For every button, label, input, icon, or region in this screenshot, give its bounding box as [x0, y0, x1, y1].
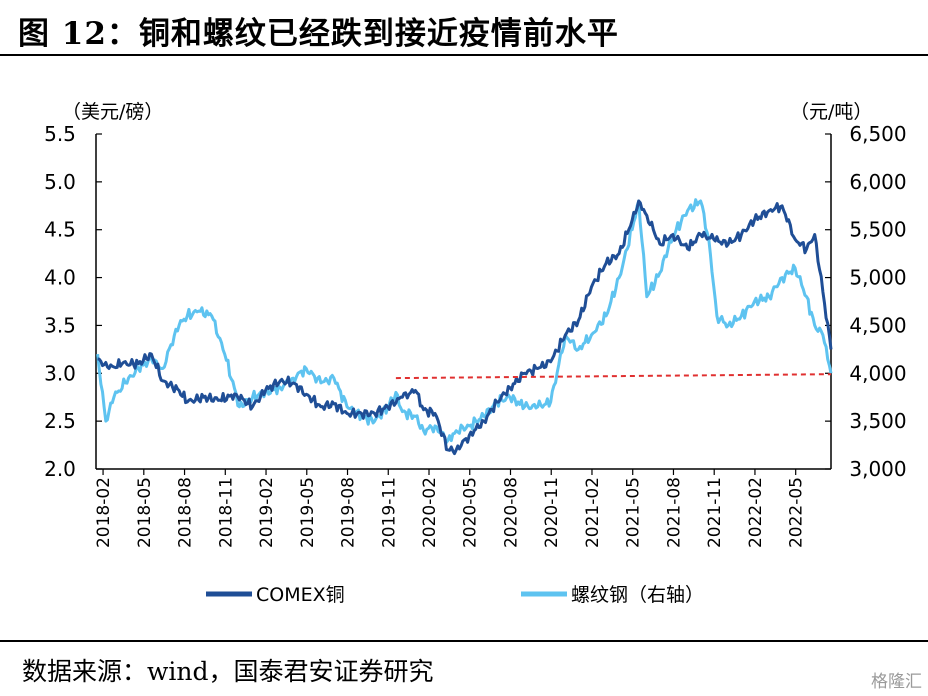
x-tick-label: 2019-11 — [379, 477, 399, 548]
left-tick-label: 2.5 — [44, 409, 76, 433]
left-tick-label: 5.5 — [44, 122, 76, 146]
legend-label-comex: COMEX铜 — [256, 584, 345, 606]
right-tick-label: 3,000 — [849, 457, 906, 481]
x-tick-label: 2019-08 — [339, 477, 359, 548]
x-tick-label: 2021-11 — [705, 477, 725, 548]
x-tick-label: 2018-11 — [216, 477, 236, 548]
chart-svg: （美元/磅） （元/吨） 2.0 2.5 3.0 3.5 4.0 4.5 5.0 5.5 3,0… — [44, 101, 907, 606]
x-tick-label: 2018-02 — [94, 477, 114, 548]
left-tick-label: 5.0 — [44, 170, 76, 194]
x-tick-label: 2018-05 — [135, 477, 155, 548]
right-tick-label: 5,500 — [849, 218, 906, 242]
right-tick-label: 5,000 — [849, 266, 906, 290]
watermark: 格隆汇 — [871, 672, 922, 692]
x-tick-label: 2022-02 — [746, 477, 766, 548]
left-tick-label: 3.0 — [44, 361, 76, 385]
x-tick-label: 2021-02 — [583, 477, 603, 548]
right-tick-label: 4,500 — [849, 313, 906, 337]
x-tick-label: 2020-02 — [420, 477, 440, 548]
chart-title: 图 12：铜和螺纹已经跌到接近疫情前水平 — [18, 16, 619, 52]
right-tick-label: 4,000 — [849, 361, 906, 385]
reference-line — [395, 373, 832, 380]
left-tick-label: 4.0 — [44, 266, 76, 290]
x-tick-label: 2020-05 — [461, 477, 481, 548]
x-tick-label: 2021-05 — [624, 477, 644, 548]
x-tick-label: 2019-02 — [257, 477, 277, 548]
source-note: 数据来源：wind，国泰君安证券研究 — [22, 657, 434, 686]
right-axis-unit: （元/吨） — [790, 101, 872, 123]
series-rebar — [96, 198, 833, 444]
footer-divider — [0, 640, 928, 642]
x-tick-label: 2019-05 — [298, 477, 318, 548]
right-tick-label: 3,500 — [849, 409, 906, 433]
x-tick-label: 2021-08 — [664, 477, 684, 548]
title-divider — [0, 54, 928, 56]
legend: COMEX铜 螺纹钢（右轴） — [206, 584, 704, 606]
left-tick-label: 3.5 — [44, 313, 76, 337]
left-axis-unit: （美元/磅） — [62, 101, 163, 123]
legend-label-rebar: 螺纹钢（右轴） — [571, 584, 704, 606]
x-tick-label: 2020-11 — [542, 477, 562, 548]
x-tick-label: 2018-08 — [176, 477, 196, 548]
right-tick-label: 6,000 — [849, 170, 906, 194]
left-tick-label: 4.5 — [44, 218, 76, 242]
x-tick-label: 2020-08 — [501, 477, 521, 548]
right-tick-label: 6,500 — [849, 122, 906, 146]
left-tick-label: 2.0 — [44, 457, 76, 481]
x-tick-label: 2022-05 — [787, 477, 807, 548]
series-comex-copper — [97, 199, 833, 456]
